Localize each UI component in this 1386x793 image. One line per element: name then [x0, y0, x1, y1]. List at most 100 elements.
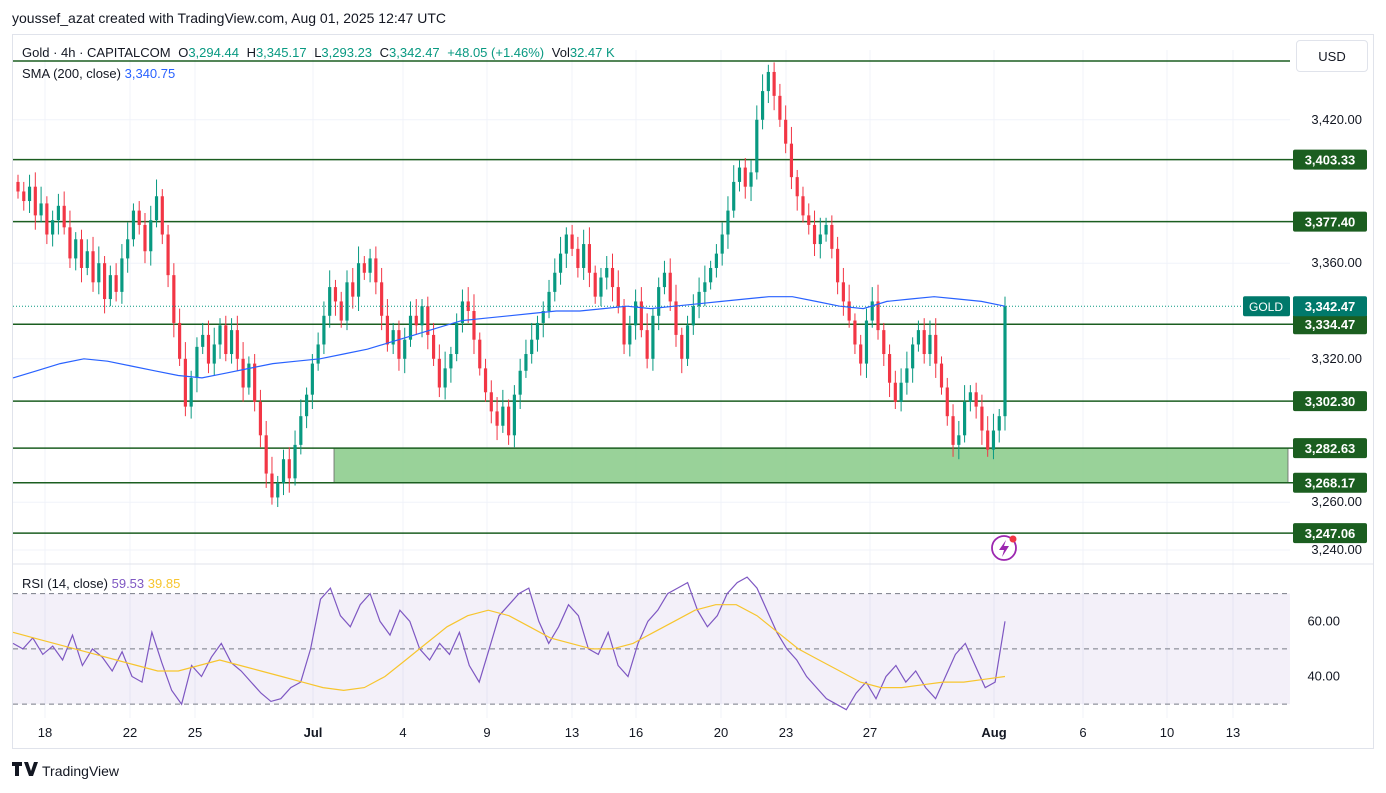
candle-body[interactable] — [593, 272, 597, 297]
candle-body[interactable] — [166, 234, 170, 276]
candle-body[interactable] — [524, 354, 528, 371]
candle-body[interactable] — [235, 330, 239, 359]
candle-body[interactable] — [374, 258, 378, 283]
candle-body[interactable] — [397, 330, 401, 359]
candle-body[interactable] — [270, 473, 274, 498]
candle-body[interactable] — [778, 95, 782, 120]
candle-body[interactable] — [720, 234, 724, 254]
candle-body[interactable] — [33, 186, 37, 216]
candle-body[interactable] — [864, 320, 869, 364]
candle-body[interactable] — [247, 363, 251, 388]
candle-body[interactable] — [495, 411, 499, 426]
candle-body[interactable] — [483, 368, 488, 393]
candle-body[interactable] — [120, 258, 124, 292]
candle-body[interactable] — [68, 227, 72, 259]
candle-body[interactable] — [1003, 306, 1007, 417]
level-price-tag[interactable] — [1293, 523, 1367, 544]
candle-body[interactable] — [662, 272, 667, 288]
support-zone[interactable] — [333, 447, 1289, 484]
candle-body[interactable] — [887, 354, 892, 383]
candle-body[interactable] — [934, 334, 938, 364]
candle-body[interactable] — [905, 368, 909, 383]
candle-body[interactable] — [651, 315, 655, 359]
candle-body[interactable] — [114, 275, 118, 292]
candle-body[interactable] — [310, 363, 314, 395]
candle-body[interactable] — [97, 263, 101, 283]
candle-body[interactable] — [322, 315, 326, 345]
candle-body[interactable] — [212, 344, 216, 364]
candle-body[interactable] — [916, 330, 921, 345]
candle-body[interactable] — [570, 234, 574, 249]
candle-body[interactable] — [697, 291, 701, 307]
candle-body[interactable] — [206, 334, 211, 364]
rsi-label[interactable]: RSI (14, close) — [22, 576, 108, 591]
candle-body[interactable] — [582, 244, 586, 268]
candle-body[interactable] — [749, 172, 753, 187]
candle-body[interactable] — [16, 181, 20, 192]
candle-body[interactable] — [668, 272, 672, 302]
candle-body[interactable] — [645, 330, 649, 359]
candle-body[interactable] — [74, 239, 78, 259]
level-price-tag[interactable] — [1293, 314, 1367, 335]
last-price-tag[interactable] — [1293, 296, 1367, 317]
candle-body[interactable] — [149, 220, 153, 252]
candle-body[interactable] — [853, 320, 857, 345]
level-price-tag[interactable] — [1293, 211, 1367, 232]
candle-body[interactable] — [980, 406, 984, 431]
candle-body[interactable] — [512, 394, 516, 436]
candle-body[interactable] — [143, 224, 147, 252]
candle-body[interactable] — [408, 315, 413, 340]
candle-body[interactable] — [455, 322, 459, 355]
candle-body[interactable] — [922, 330, 926, 355]
candle-body[interactable] — [339, 301, 343, 321]
candle-body[interactable] — [530, 339, 534, 355]
level-price-tag[interactable] — [1293, 391, 1367, 412]
candle-body[interactable] — [732, 181, 736, 211]
candle-body[interactable] — [680, 334, 684, 359]
candle-body[interactable] — [102, 263, 107, 300]
candle-body[interactable] — [610, 267, 615, 288]
candle-body[interactable] — [760, 91, 765, 120]
candle-body[interactable] — [859, 344, 863, 364]
candle-body[interactable] — [420, 306, 424, 326]
candle-body[interactable] — [991, 430, 996, 450]
candle-body[interactable] — [501, 406, 505, 426]
candle-body[interactable] — [22, 191, 26, 202]
candle-body[interactable] — [876, 301, 880, 331]
level-price-tag[interactable] — [1293, 438, 1367, 459]
candle-body[interactable] — [51, 220, 55, 235]
candle-body[interactable] — [772, 71, 776, 96]
candle-body[interactable] — [276, 483, 280, 498]
candle-body[interactable] — [899, 382, 903, 402]
candle-body[interactable] — [812, 224, 817, 245]
candle-body[interactable] — [639, 301, 643, 331]
candle-body[interactable] — [62, 205, 66, 228]
candle-body[interactable] — [333, 287, 338, 302]
candle-body[interactable] — [79, 239, 84, 268]
sma-label[interactable]: SMA (200, close) — [22, 66, 121, 81]
candle-body[interactable] — [893, 382, 897, 402]
candle-body[interactable] — [258, 401, 263, 436]
candle-body[interactable] — [183, 358, 187, 407]
candle-body[interactable] — [634, 301, 638, 326]
candle-body[interactable] — [85, 251, 89, 268]
candle-body[interactable] — [986, 430, 990, 450]
candle-body[interactable] — [281, 459, 286, 484]
candle-body[interactable] — [928, 334, 932, 355]
candle-body[interactable] — [391, 330, 395, 345]
candle-body[interactable] — [229, 330, 234, 355]
candle-body[interactable] — [137, 210, 141, 225]
candle-body[interactable] — [553, 272, 557, 292]
candle-body[interactable] — [380, 282, 384, 316]
candle-body[interactable] — [974, 392, 978, 407]
candle-body[interactable] — [178, 322, 182, 359]
candle-body[interactable] — [755, 119, 759, 173]
candle-body[interactable] — [628, 325, 632, 345]
candle-body[interactable] — [154, 196, 159, 221]
candle-body[interactable] — [431, 334, 436, 359]
candle-body[interactable] — [911, 344, 915, 369]
candle-body[interactable] — [316, 344, 320, 364]
candle-body[interactable] — [795, 177, 799, 197]
candle-body[interactable] — [368, 258, 372, 273]
